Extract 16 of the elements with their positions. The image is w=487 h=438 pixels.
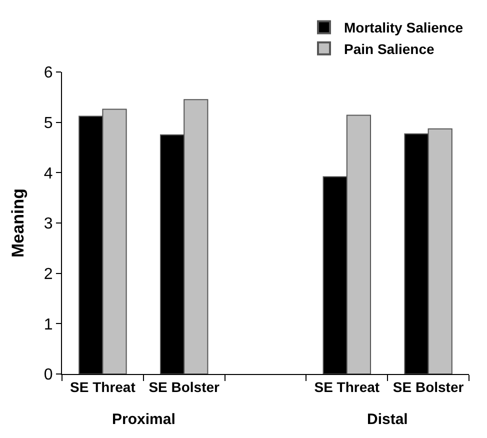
y-tick-label: 1	[44, 316, 53, 334]
y-tick-label: 5	[44, 114, 53, 132]
y-tick-label: 6	[44, 64, 53, 82]
y-tick-label: 2	[44, 266, 53, 283]
x-tick-label: SE Threat	[70, 378, 136, 395]
y-tick-label: 3	[44, 216, 53, 233]
x-tick-label: SE Bolster	[148, 378, 220, 395]
x-tick-label: SE Bolster	[392, 378, 464, 395]
text: Proximal	[112, 411, 176, 428]
y-tick-label: 0	[44, 366, 53, 384]
x-tick-label: SE Threat	[314, 378, 380, 395]
y-axis-title: Meaning	[8, 188, 28, 258]
legend-label: Pain Salience	[344, 40, 434, 57]
text: Distal	[367, 411, 408, 428]
legend-label: Mortality Salience	[344, 20, 464, 36]
y-tick-label: 4	[44, 165, 53, 182]
